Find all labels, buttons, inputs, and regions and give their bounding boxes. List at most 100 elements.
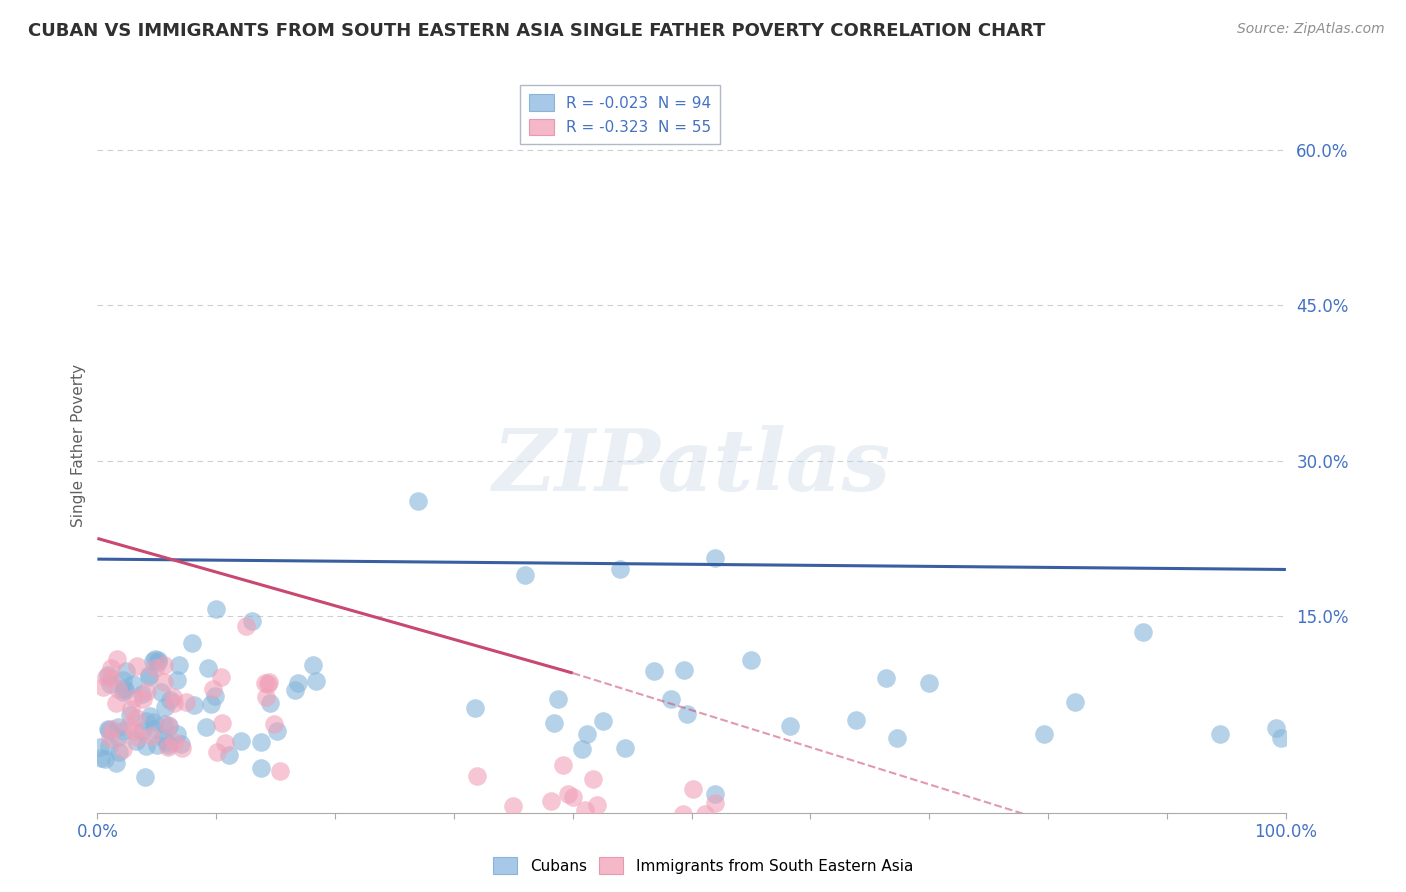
Point [659,534,682,549]
Point [120,563,142,577]
Point [582,680,605,694]
Point [97,620,120,634]
Legend: Cubans, Immigrants from South Eastern Asia: Cubans, Immigrants from South Eastern As… [486,851,920,880]
Point [553,653,575,667]
Point [157,622,180,636]
Point [465,674,488,689]
Point [132,533,155,548]
Point [157,583,180,598]
Point [779,583,801,598]
Point [592,574,614,588]
Text: ZIPatlas: ZIPatlas [492,425,890,509]
Point [218,636,240,650]
Point [170,616,193,631]
Point [704,723,727,737]
Point [104,541,127,556]
Point [152,580,174,594]
Point [111,593,134,607]
Point [214,615,236,629]
Point [643,483,665,497]
Point [166,500,188,514]
Point [176,540,198,554]
Point [111,521,134,535]
Point [183,545,205,559]
Point [672,744,695,758]
Point [845,573,868,587]
Point [197,478,219,492]
Point [257,504,280,518]
Point [100,496,122,510]
Point [254,530,277,544]
Point [574,736,596,750]
Point [156,582,179,596]
Point [107,585,129,599]
Point [146,618,169,632]
Point [204,529,226,543]
Point [205,371,228,385]
Point [209,494,232,508]
Point [139,565,162,579]
Y-axis label: Single Father Poverty: Single Father Poverty [72,364,86,527]
Point [97,591,120,606]
Point [149,521,172,535]
Point [156,618,179,632]
Point [111,500,134,514]
Point [240,392,263,406]
Point [135,518,157,533]
Point [152,604,174,618]
Legend: R = -0.023  N = 94, R = -0.323  N = 55: R = -0.023 N = 94, R = -0.323 N = 55 [520,85,720,145]
Point [515,309,537,323]
Point [143,478,166,492]
Point [142,465,165,479]
Point [263,580,285,594]
Point [120,551,142,566]
Point [575,598,598,612]
Point [259,541,281,555]
Point [162,531,184,545]
Point [163,612,186,626]
Point [94,642,117,657]
Point [146,463,169,477]
Point [250,659,273,673]
Point [117,582,139,597]
Point [143,589,166,603]
Point [101,589,124,603]
Point [104,650,127,665]
Point [114,483,136,498]
Point [107,603,129,617]
Point [100,478,122,492]
Point [1270,604,1292,618]
Point [740,464,762,478]
Point [704,277,727,292]
Point [201,516,224,531]
Point [284,518,307,533]
Point [98,506,121,520]
Point [89,621,111,635]
Point [194,584,217,599]
Point [561,713,583,727]
Point [125,473,148,487]
Point [235,401,257,416]
Point [163,542,186,557]
Point [614,624,637,638]
Point [97,589,120,603]
Point [125,569,148,583]
Point [571,624,593,639]
Point [138,491,160,505]
Point [918,506,941,520]
Point [257,506,280,520]
Point [124,610,146,624]
Point [143,462,166,476]
Point [108,631,131,645]
Point [676,561,699,575]
Point [269,665,291,679]
Point [135,619,157,633]
Point [302,472,325,486]
Point [100,605,122,619]
Point [211,577,233,591]
Point [90,641,112,656]
Point [152,502,174,516]
Point [122,532,145,546]
Point [1265,586,1288,600]
Point [886,604,908,618]
